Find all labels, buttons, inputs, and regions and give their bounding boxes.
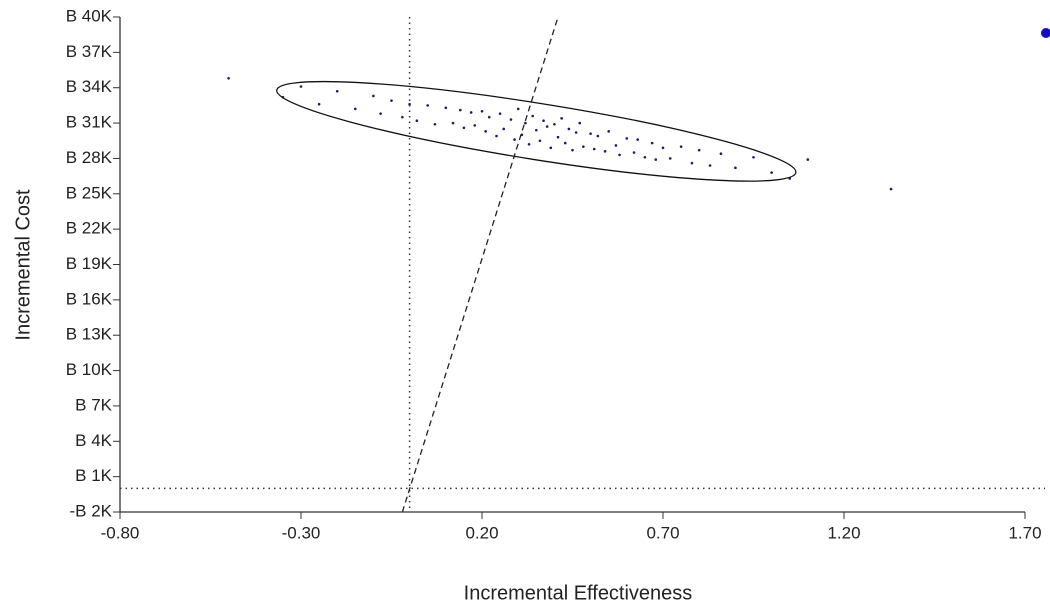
point (462, 126, 466, 130)
x-axis-label: Incremental Effectiveness (464, 582, 693, 604)
point (415, 119, 419, 123)
y-tick-label: B 4K (75, 431, 113, 450)
y-tick-label: B 19K (66, 254, 113, 273)
point (469, 111, 473, 114)
point (643, 155, 647, 159)
point (535, 128, 538, 132)
point (335, 89, 339, 93)
point (317, 102, 321, 106)
point (372, 94, 375, 98)
point (451, 121, 455, 125)
y-tick-label: B 22K (66, 219, 113, 238)
point (607, 130, 610, 133)
point (567, 127, 571, 131)
y-tick-label: -B 2K (69, 501, 112, 520)
x-tick-label: 0.20 (465, 523, 498, 542)
point (509, 118, 513, 121)
point (458, 108, 462, 112)
point (480, 109, 484, 113)
point (632, 151, 636, 154)
point (379, 112, 382, 115)
point (618, 153, 621, 157)
point (227, 76, 230, 80)
point (650, 141, 654, 145)
point (426, 104, 430, 107)
point (390, 99, 393, 102)
point (603, 150, 607, 153)
x-tick-label: 1.20 (827, 523, 860, 542)
x-tick-label: -0.30 (282, 523, 321, 542)
point (487, 115, 491, 119)
point (498, 112, 502, 115)
point (571, 148, 574, 152)
legend-marker (1041, 28, 1050, 38)
point (549, 146, 553, 150)
y-tick-label: B 25K (66, 183, 113, 202)
point (495, 134, 498, 138)
x-tick-label: 1.70 (1008, 523, 1041, 542)
y-tick-label: B 7K (75, 395, 113, 414)
point (553, 122, 556, 126)
point (719, 152, 723, 156)
y-tick-label: B 16K (66, 289, 113, 308)
y-tick-label: B 10K (66, 360, 113, 379)
y-tick-label: B 37K (66, 42, 113, 61)
point (654, 158, 658, 161)
y-tick-label: B 1K (75, 466, 113, 485)
x-tick-label: -0.80 (101, 523, 140, 542)
point (574, 131, 578, 134)
point (770, 171, 773, 174)
point (502, 127, 506, 131)
point (531, 114, 534, 118)
point (444, 106, 448, 110)
y-tick-label: B 31K (66, 113, 113, 132)
point (806, 158, 810, 161)
point (582, 145, 585, 148)
point (433, 122, 437, 126)
point (545, 125, 549, 128)
point (690, 161, 694, 165)
point (473, 124, 477, 127)
y-axis-label: Incremental Cost (12, 189, 34, 341)
wtp-line (401, 16, 559, 513)
point (668, 157, 672, 160)
confidence-ellipse (276, 80, 797, 182)
point (636, 138, 639, 141)
point (520, 133, 524, 137)
point (734, 166, 737, 170)
point (524, 121, 527, 125)
point (542, 119, 545, 123)
point (401, 115, 404, 119)
point (589, 132, 592, 135)
y-tick-label: B 28K (66, 148, 113, 167)
point (354, 107, 357, 111)
point (625, 137, 629, 140)
point (697, 148, 701, 152)
point (408, 102, 411, 106)
point (661, 146, 665, 150)
point (516, 107, 520, 111)
point (527, 142, 531, 146)
y-tick-label: B 40K (66, 6, 113, 25)
point (752, 155, 755, 159)
point (560, 117, 563, 120)
x-tick-label: 0.70 (646, 523, 679, 542)
point (299, 85, 303, 88)
point (596, 134, 600, 138)
point (578, 121, 582, 125)
y-tick-label: B 13K (66, 325, 113, 344)
point (889, 187, 893, 191)
point (592, 147, 596, 151)
point (679, 145, 683, 148)
point (556, 135, 560, 139)
point (708, 164, 712, 167)
point (484, 130, 487, 133)
point (563, 141, 567, 145)
point (513, 138, 516, 141)
point (614, 144, 618, 147)
y-tick-label: B 34K (66, 77, 113, 96)
point (538, 139, 542, 143)
